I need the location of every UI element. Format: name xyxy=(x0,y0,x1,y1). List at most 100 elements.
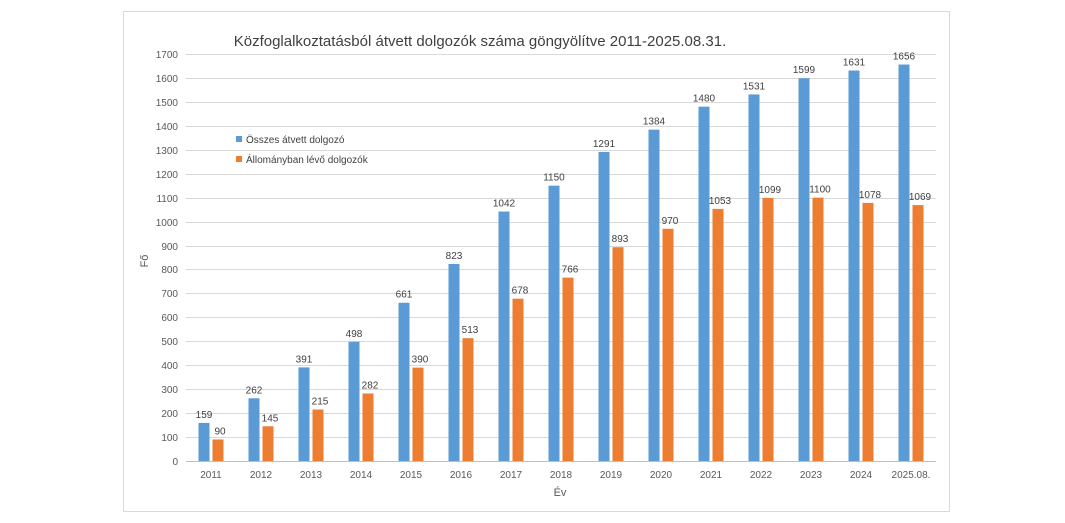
data-label-total: 1150 xyxy=(543,173,565,184)
bar-current xyxy=(312,409,324,461)
data-label-current: 145 xyxy=(262,413,279,424)
x-tick-label: 2021 xyxy=(700,470,723,481)
y-tick-label: 100 xyxy=(161,433,178,444)
data-label-current: 1069 xyxy=(909,192,932,203)
data-label-total: 159 xyxy=(196,410,213,421)
data-label-current: 90 xyxy=(214,426,226,437)
y-tick-label: 200 xyxy=(161,409,178,420)
y-axis-ticks: 0 100 200 300 400 500 600 700 800 900 1000 1100 1200… xyxy=(156,50,179,468)
bar-current xyxy=(512,298,524,461)
y-tick-label: 1000 xyxy=(156,218,179,229)
y-tick-label: 900 xyxy=(161,242,178,253)
bars xyxy=(198,64,924,462)
bar-total xyxy=(248,398,260,461)
bar-total xyxy=(348,341,360,461)
x-tick-label: 2016 xyxy=(450,470,473,481)
x-tick-label: 2015 xyxy=(400,470,423,481)
data-label-current: 893 xyxy=(612,234,629,245)
x-tick-label: 2012 xyxy=(250,470,273,481)
bar-current xyxy=(212,439,224,461)
y-tick-label: 300 xyxy=(161,385,178,396)
data-label-total: 1291 xyxy=(593,139,616,150)
x-tick-label: 2022 xyxy=(750,470,773,481)
x-tick-label: 2017 xyxy=(500,470,523,481)
bar-current xyxy=(862,202,874,461)
y-tick-label: 1100 xyxy=(156,194,178,205)
data-label-current: 970 xyxy=(662,216,679,227)
bar-total xyxy=(648,129,660,461)
data-label-total: 1480 xyxy=(693,94,716,105)
bar-total xyxy=(448,263,460,461)
data-label-current: 215 xyxy=(312,397,329,408)
bar-current xyxy=(262,426,274,461)
x-axis-label: Év xyxy=(554,486,567,499)
data-label-current: 678 xyxy=(512,286,529,297)
y-tick-label: 0 xyxy=(172,457,178,468)
bar-current xyxy=(762,197,774,461)
data-label-total: 661 xyxy=(396,290,413,301)
chart-frame xyxy=(123,11,950,512)
data-label-total: 1531 xyxy=(743,81,766,92)
data-label-total: 1656 xyxy=(893,52,916,63)
legend-swatch-total xyxy=(236,136,242,142)
x-tick-label: 2014 xyxy=(350,470,373,481)
y-axis-label: Fő xyxy=(139,255,151,268)
bar-total xyxy=(398,302,410,461)
bar-current xyxy=(662,228,674,461)
legend-label-current: Állományban lévő dolgozók xyxy=(246,153,369,166)
data-label-current: 1053 xyxy=(709,196,732,207)
y-tick-label: 1400 xyxy=(156,122,179,133)
bar-current xyxy=(912,205,924,461)
bar-total xyxy=(898,64,910,461)
y-tick-label: 1700 xyxy=(156,50,179,61)
legend: Összes átvett dolgozó Állományban lévő d… xyxy=(236,134,369,166)
bar-current xyxy=(562,277,574,461)
bar-current xyxy=(712,208,724,461)
bar-current xyxy=(412,367,424,461)
bar-total xyxy=(598,151,610,461)
bar-total xyxy=(298,367,310,461)
x-tick-label: 2018 xyxy=(550,470,573,481)
data-label-total: 1631 xyxy=(843,58,866,69)
x-tick-label: 2019 xyxy=(600,470,623,481)
bar-current xyxy=(362,393,374,461)
y-tick-label: 1200 xyxy=(156,170,179,181)
x-tick-label: 2013 xyxy=(300,470,323,481)
data-label-total: 262 xyxy=(246,385,263,396)
gridlines xyxy=(186,54,936,462)
data-label-total: 1042 xyxy=(493,199,516,210)
y-tick-label: 600 xyxy=(161,313,178,324)
bar-current xyxy=(812,197,824,461)
legend-swatch-current xyxy=(236,156,242,162)
data-label-current: 1078 xyxy=(859,190,882,201)
x-tick-label: 2024 xyxy=(850,470,873,481)
y-tick-label: 800 xyxy=(161,265,178,276)
bar-total xyxy=(848,70,860,461)
x-axis-ticks: 2011 2012 2013 2014 2015 2016 2017 2018 2019 2020… xyxy=(200,470,930,481)
data-label-current: 766 xyxy=(562,265,579,276)
y-tick-label: 500 xyxy=(161,337,178,348)
bar-total xyxy=(798,78,810,461)
chart-title: Közfoglalkoztatásból átvett dolgozók szá… xyxy=(234,33,727,50)
data-label-total: 1599 xyxy=(793,65,816,76)
y-tick-label: 1300 xyxy=(156,146,179,157)
y-tick-label: 1600 xyxy=(156,74,179,85)
y-tick-label: 1500 xyxy=(156,98,179,109)
bar-total xyxy=(748,94,760,462)
data-label-current: 282 xyxy=(362,380,379,391)
bar-current xyxy=(612,247,624,461)
y-tick-label: 700 xyxy=(161,289,178,300)
x-tick-label: 2023 xyxy=(800,470,823,481)
x-tick-label: 2011 xyxy=(200,470,222,481)
bar-total xyxy=(198,422,210,461)
data-label-current: 513 xyxy=(462,325,479,336)
data-label-total: 498 xyxy=(346,329,363,340)
y-tick-label: 400 xyxy=(161,361,178,372)
data-label-total: 823 xyxy=(446,251,463,262)
bar-total xyxy=(498,211,510,461)
data-label-current: 1100 xyxy=(809,185,831,196)
legend-label-total: Összes átvett dolgozó xyxy=(246,134,345,146)
bar-total xyxy=(548,185,560,462)
